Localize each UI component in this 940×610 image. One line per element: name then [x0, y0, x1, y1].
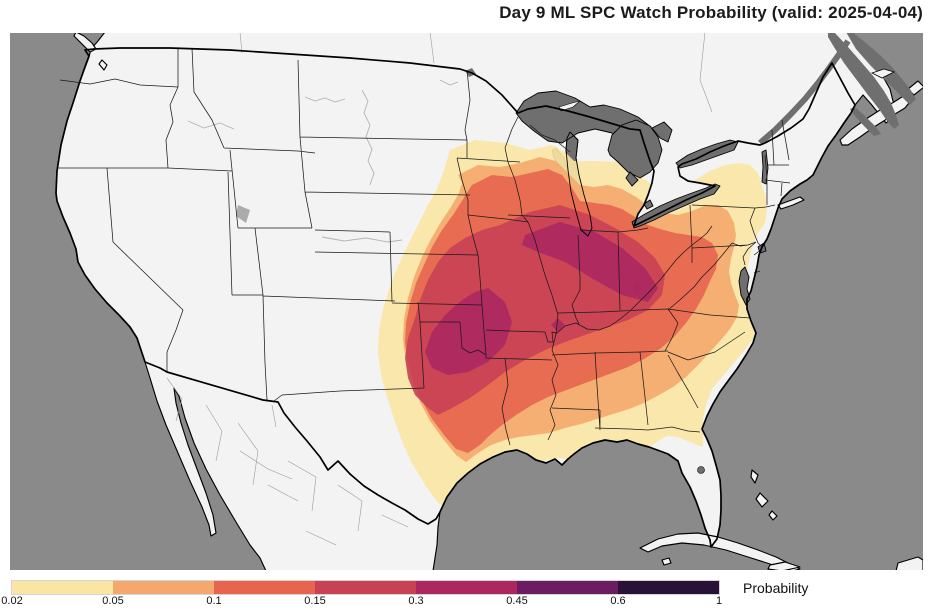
isla-juventud	[661, 557, 672, 566]
cuba	[639, 532, 801, 570]
page-title: Day 9 ML SPC Watch Probability (valid: 2…	[499, 3, 923, 22]
bay-of-fundy	[850, 107, 881, 136]
colorbar-segment-6	[618, 581, 719, 594]
bahamas-3	[768, 510, 778, 521]
colorbar-segment-1	[113, 581, 214, 594]
colorbar-tick: 0.1	[206, 595, 222, 607]
missouri-river	[361, 89, 375, 186]
colorbar-tick: 0.3	[408, 595, 424, 607]
colorbar-tick: 0.05	[102, 595, 124, 607]
prince-edward-island	[870, 68, 896, 79]
colorbar-segment-4	[416, 581, 517, 594]
colorbar-tick: 1	[715, 595, 723, 607]
contour-0.3-b	[425, 288, 512, 375]
foreign-borders	[166, 33, 713, 546]
mexico-state-lines	[166, 377, 409, 546]
lake-okeechobee	[697, 466, 705, 474]
lake-st-clair	[643, 199, 654, 210]
bahamas-1	[750, 469, 759, 484]
canada-province-lines	[239, 33, 713, 113]
river-nd	[304, 96, 346, 103]
chesapeake-bay	[738, 266, 751, 306]
hispaniola-edge	[895, 556, 923, 570]
bahamas-2	[755, 492, 769, 508]
us-probability-map	[10, 33, 923, 570]
colorbar-tick: 0.15	[304, 595, 326, 607]
georgian-bay	[651, 121, 673, 143]
vancouver-island	[73, 33, 97, 53]
gulf-of-st-lawrence-2	[846, 33, 916, 105]
colorbar-tick: 0.6	[610, 595, 626, 607]
colorbar-tick: 0.02	[1, 595, 23, 607]
us-border	[55, 47, 856, 548]
st-lawrence-waters	[758, 33, 916, 146]
snake-river	[187, 120, 235, 130]
island-fragment	[98, 59, 108, 71]
st-lawrence-river	[758, 39, 851, 146]
colorbar	[11, 580, 720, 595]
lake-huron	[607, 119, 663, 179]
colorbar-segment-3	[315, 581, 416, 594]
state-borders	[57, 47, 791, 446]
rivers	[187, 79, 459, 243]
contour-0.3-c	[551, 318, 565, 332]
colorbar-label: Probability	[743, 580, 809, 596]
colorbar-tick: 0.45	[506, 595, 528, 607]
colorbar-ticks: 0.02 0.05 0.1 0.15 0.3 0.45 0.6 1	[1, 595, 723, 609]
platte-river	[321, 236, 403, 243]
map-svg	[10, 33, 923, 570]
river-mn	[439, 79, 459, 86]
jamaica	[767, 561, 801, 570]
contour-0.3-d	[632, 283, 642, 293]
colorbar-segment-5	[517, 581, 618, 594]
long-island	[777, 196, 805, 210]
great-salt-lake	[236, 205, 250, 223]
contour-0.3-a	[522, 222, 658, 302]
gulf-of-st-lawrence	[828, 33, 899, 129]
lake-michigan-outline	[565, 131, 593, 237]
saginaw-bay	[625, 171, 639, 187]
isle-royale	[558, 100, 581, 112]
colorbar-segment-2	[214, 581, 315, 594]
colorbar-segment-0	[12, 581, 113, 594]
